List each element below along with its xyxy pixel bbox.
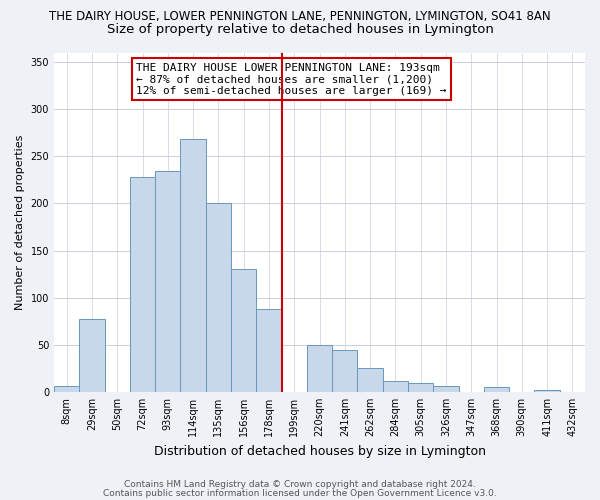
Bar bbox=[484, 387, 509, 392]
Bar bbox=[206, 204, 231, 392]
Bar bbox=[155, 172, 181, 392]
Bar bbox=[79, 320, 104, 392]
Bar bbox=[332, 350, 358, 392]
Text: Contains public sector information licensed under the Open Government Licence v3: Contains public sector information licen… bbox=[103, 488, 497, 498]
Bar bbox=[408, 384, 433, 392]
Text: THE DAIRY HOUSE, LOWER PENNINGTON LANE, PENNINGTON, LYMINGTON, SO41 8AN: THE DAIRY HOUSE, LOWER PENNINGTON LANE, … bbox=[49, 10, 551, 23]
Text: THE DAIRY HOUSE LOWER PENNINGTON LANE: 193sqm
← 87% of detached houses are small: THE DAIRY HOUSE LOWER PENNINGTON LANE: 1… bbox=[136, 62, 447, 96]
Bar bbox=[433, 386, 458, 392]
Bar bbox=[231, 270, 256, 392]
Bar bbox=[358, 368, 383, 392]
X-axis label: Distribution of detached houses by size in Lymington: Distribution of detached houses by size … bbox=[154, 444, 485, 458]
Text: Contains HM Land Registry data © Crown copyright and database right 2024.: Contains HM Land Registry data © Crown c… bbox=[124, 480, 476, 489]
Bar bbox=[54, 386, 79, 392]
Text: Size of property relative to detached houses in Lymington: Size of property relative to detached ho… bbox=[107, 22, 493, 36]
Bar bbox=[130, 177, 155, 392]
Bar bbox=[535, 390, 560, 392]
Bar bbox=[383, 380, 408, 392]
Bar bbox=[256, 309, 281, 392]
Bar bbox=[307, 345, 332, 392]
Bar bbox=[181, 139, 206, 392]
Y-axis label: Number of detached properties: Number of detached properties bbox=[15, 134, 25, 310]
